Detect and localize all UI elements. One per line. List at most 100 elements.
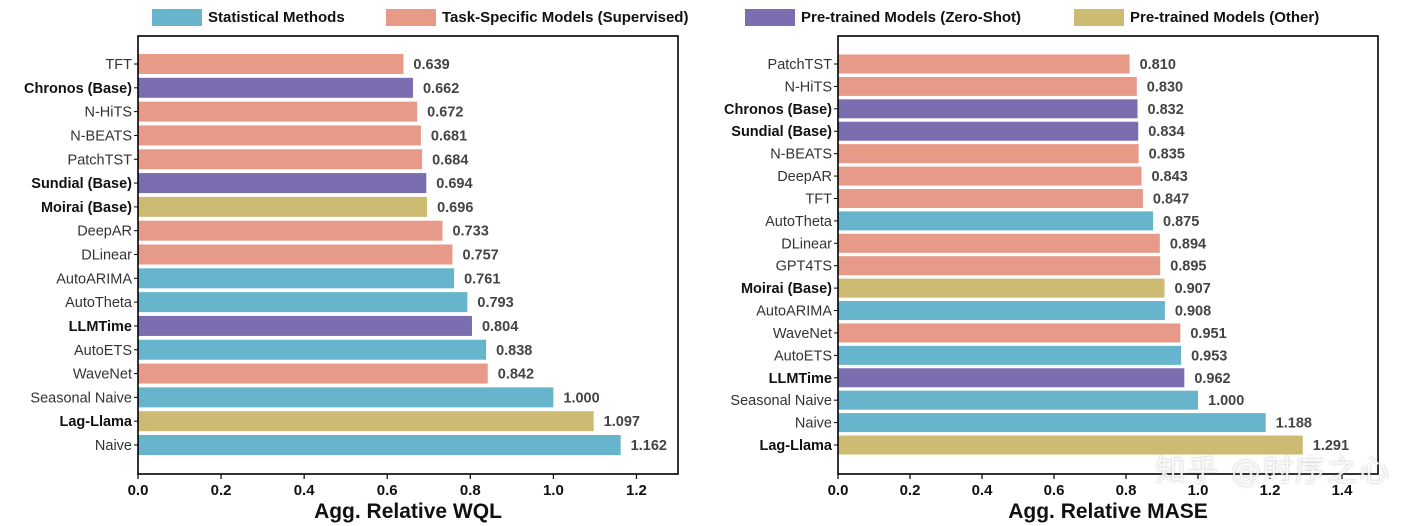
category-label: DeepAR [777,169,832,185]
legend-label-supervised: Task-Specific Models (Supervised) [442,8,689,26]
category-label: Seasonal Naive [730,393,832,409]
bar-seasonal-naive [838,390,1198,410]
value-label: 0.951 [1190,326,1226,342]
category-label: LLMTime [69,319,132,335]
bar-autotheta [138,292,468,313]
bar-chronos-base [838,99,1138,119]
x-tick-label: 0.4 [972,482,994,499]
category-label: AutoTheta [765,214,833,230]
value-label: 0.804 [482,319,518,335]
bar-autotheta [838,211,1153,231]
bar-wavenet [138,363,488,384]
x-tick-label: 0.0 [128,482,149,499]
value-label: 0.681 [431,128,467,144]
bar-autoets [838,345,1182,365]
bar-n-beats [838,144,1139,164]
category-label: Seasonal Naive [30,390,132,406]
value-label: 0.847 [1153,191,1189,207]
legend-label-statistical: Statistical Methods [208,8,345,26]
legend-item-zeroshot: Pre-trained Models (Zero-Shot) [745,8,1021,26]
category-label: DLinear [81,248,132,264]
value-label: 0.672 [427,105,463,121]
bar-chronos-base [138,77,413,98]
category-label: N-HiTS [84,105,132,121]
bar-gpt4ts [838,256,1161,276]
category-label: WaveNet [73,367,132,383]
value-label: 0.953 [1191,348,1227,364]
plot-frame [837,35,1379,475]
bar-dlinear [838,233,1160,253]
bar-patchtst [138,149,423,170]
x-tick-label: 1.4 [1332,482,1354,499]
value-label: 0.838 [496,343,532,359]
value-label: 0.639 [413,57,449,73]
category-label: N-BEATS [770,147,832,163]
legend-swatch-zeroshot [745,8,795,26]
plot-frame [137,35,679,475]
chart-2: PatchTST 0.810 N-HiTS 0.830 Chronos (Base) 0.… [724,35,1379,523]
category-label: AutoTheta [65,295,133,311]
value-label: 0.793 [477,295,513,311]
x-tick-label: 0.0 [828,482,849,499]
legend-item-statistical: Statistical Methods [152,8,345,26]
category-label: Chronos (Base) [24,81,132,97]
watermark: 知乎 @时序之心 [1155,454,1391,489]
category-label: TFT [105,57,132,73]
x-axis-title: Agg. Relative WQL [314,500,502,523]
bar-wavenet [838,323,1181,343]
value-label: 1.097 [604,414,640,430]
value-label: 1.188 [1276,416,1312,432]
category-label: N-HiTS [784,79,832,95]
value-label: 0.834 [1148,124,1184,140]
bar-sundial-base [138,173,427,194]
bar-llmtime [838,368,1185,388]
bar-llmtime [138,315,472,336]
bar-dlinear [138,244,453,265]
value-label: 1.162 [631,438,667,454]
category-label: DeepAR [77,224,132,240]
value-label: 0.962 [1194,371,1230,387]
legend-swatch-other [1074,8,1124,26]
category-label: N-BEATS [70,128,132,144]
x-tick-label: 0.8 [1116,482,1137,499]
category-label: Naive [795,416,832,432]
value-label: 0.843 [1151,169,1187,185]
x-tick-label: 0.6 [1044,482,1065,499]
value-label: 0.810 [1140,57,1176,73]
bar-naive [838,413,1266,433]
category-label: Chronos (Base) [724,102,832,118]
value-label: 0.733 [452,224,488,240]
value-label: 0.842 [498,367,534,383]
value-label: 0.907 [1175,281,1211,297]
value-label: 1.000 [1208,393,1244,409]
x-tick-label: 0.8 [460,482,481,499]
chart-1: TFT 0.639 Chronos (Base) 0.662 N-HiTS 0.672 N-… [24,35,679,523]
bar-n-beats [138,125,421,146]
bar-n-hits [838,76,1137,96]
legend-item-other: Pre-trained Models (Other) [1074,8,1319,26]
category-label: Sundial (Base) [31,176,132,192]
bar-deepar [838,166,1142,186]
value-label: 0.684 [432,152,468,168]
bar-n-hits [138,101,418,122]
legend: Statistical Methods Task-Specific Models… [0,0,1427,34]
category-label: AutoARIMA [56,271,132,287]
bar-moirai-base [838,278,1165,298]
bar-lag-llama [838,435,1303,455]
category-label: Moirai (Base) [741,281,832,297]
category-label: Lag-Llama [59,414,132,430]
category-label: Moirai (Base) [41,200,132,216]
legend-swatch-supervised [386,8,436,26]
x-tick-label: 0.2 [211,482,232,499]
value-label: 0.696 [437,200,473,216]
value-label: 0.875 [1163,214,1199,230]
x-tick-label: 1.2 [626,482,647,499]
x-tick-label: 1.0 [543,482,564,499]
bar-moirai-base [138,196,428,217]
value-label: 0.894 [1170,236,1206,252]
legend-label-other: Pre-trained Models (Other) [1130,8,1320,26]
category-label: AutoETS [74,343,132,359]
x-tick-label: 0.4 [294,482,316,499]
bar-naive [138,435,621,455]
value-label: 0.835 [1149,147,1185,163]
